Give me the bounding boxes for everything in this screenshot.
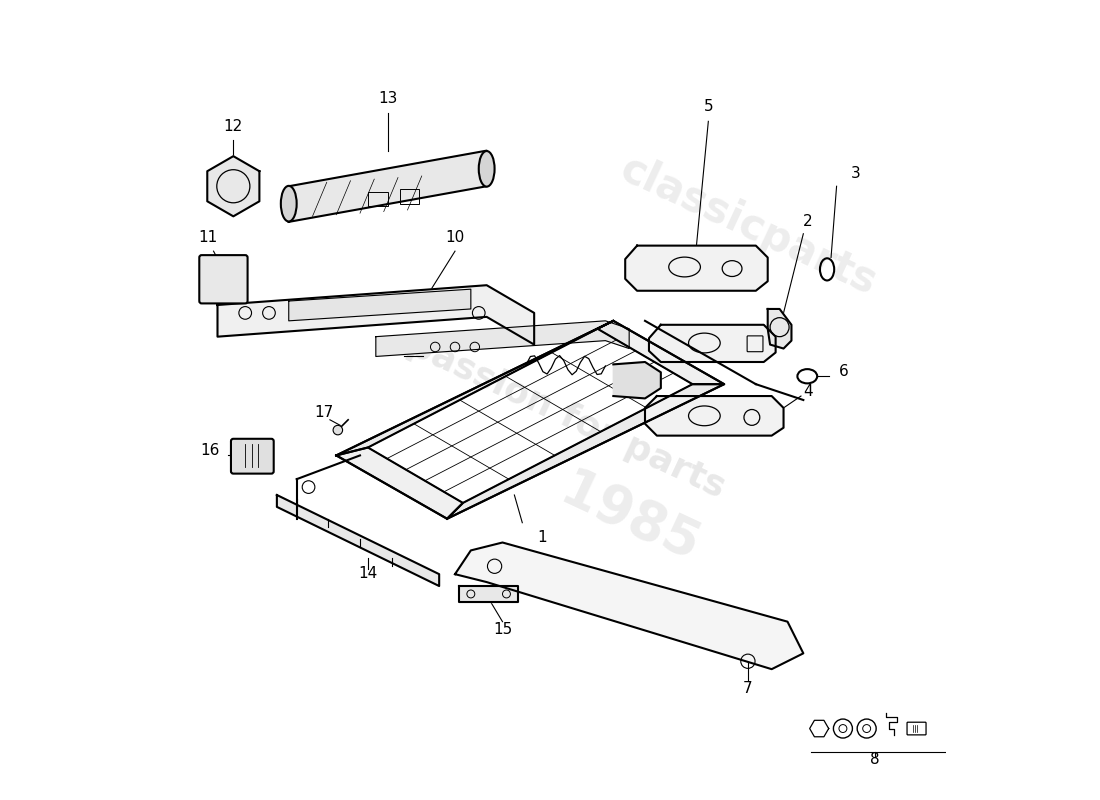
Text: 2: 2 <box>803 214 813 229</box>
Polygon shape <box>625 246 768 290</box>
Polygon shape <box>768 309 792 349</box>
Text: 3: 3 <box>850 166 860 182</box>
Polygon shape <box>218 286 535 345</box>
Circle shape <box>333 426 342 435</box>
Polygon shape <box>645 396 783 436</box>
Text: 8: 8 <box>870 752 879 767</box>
Text: passion for parts: passion for parts <box>402 327 730 505</box>
Text: 6: 6 <box>839 364 849 379</box>
FancyBboxPatch shape <box>231 438 274 474</box>
Polygon shape <box>289 150 486 222</box>
Polygon shape <box>459 586 518 602</box>
Text: 9: 9 <box>387 345 396 359</box>
Text: 1: 1 <box>537 530 547 546</box>
Ellipse shape <box>478 151 495 186</box>
FancyBboxPatch shape <box>199 255 248 303</box>
Polygon shape <box>649 325 776 362</box>
Text: 14: 14 <box>359 566 377 581</box>
Bar <box>399 190 419 204</box>
Text: 17: 17 <box>315 406 334 421</box>
Polygon shape <box>376 321 629 357</box>
Polygon shape <box>337 321 614 455</box>
Polygon shape <box>614 362 661 398</box>
Polygon shape <box>337 447 463 518</box>
Polygon shape <box>447 384 724 518</box>
Text: 7: 7 <box>744 681 752 696</box>
Text: 13: 13 <box>378 91 397 106</box>
Text: 12: 12 <box>223 119 243 134</box>
Text: 10: 10 <box>446 230 464 245</box>
Polygon shape <box>455 542 803 669</box>
Polygon shape <box>597 321 724 384</box>
Text: 1985: 1985 <box>551 464 706 574</box>
Text: 15: 15 <box>493 622 513 637</box>
Text: 16: 16 <box>200 443 219 458</box>
Text: classicparts: classicparts <box>613 148 883 304</box>
Polygon shape <box>289 289 471 321</box>
Text: 5: 5 <box>704 99 713 114</box>
Polygon shape <box>277 495 439 586</box>
Text: 4: 4 <box>803 384 813 399</box>
Bar <box>367 192 387 206</box>
Text: 11: 11 <box>198 230 218 245</box>
Ellipse shape <box>280 186 297 222</box>
Polygon shape <box>207 156 260 216</box>
